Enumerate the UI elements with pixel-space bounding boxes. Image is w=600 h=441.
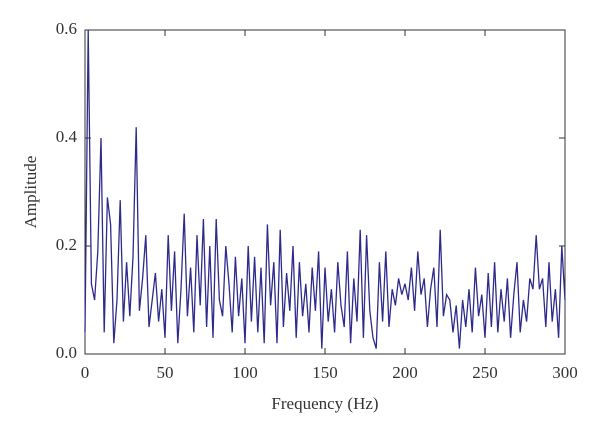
x-tick-label: 250 xyxy=(472,363,498,382)
y-tick-label: 0.6 xyxy=(56,19,77,38)
x-tick-label: 50 xyxy=(157,363,174,382)
x-tick-label: 300 xyxy=(552,363,578,382)
data-line xyxy=(84,29,566,349)
x-tick-label: 0 xyxy=(81,363,90,382)
y-tick-label: 0.4 xyxy=(56,127,78,146)
x-tick-label: 200 xyxy=(392,363,418,382)
x-axis-label: Frequency (Hz) xyxy=(271,394,378,413)
y-axis-label: Amplitude xyxy=(21,156,40,229)
x-tick-label: 150 xyxy=(312,363,338,382)
y-tick-label: 0.0 xyxy=(56,343,77,362)
y-tick-label: 0.2 xyxy=(56,235,77,254)
x-tick-label: 100 xyxy=(232,363,258,382)
